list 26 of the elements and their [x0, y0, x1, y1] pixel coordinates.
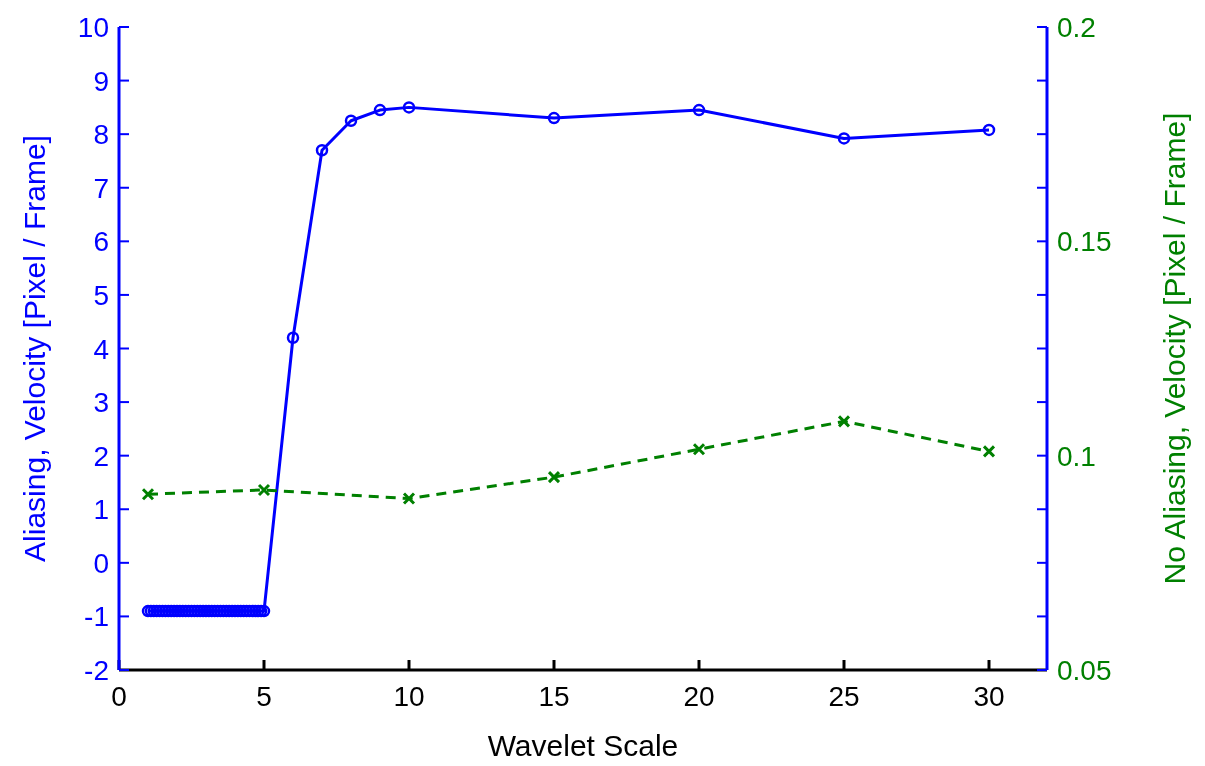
y-tick-label: 3 — [93, 387, 109, 419]
y-axis-title: Aliasing, Velocity [Pixel / Frame] — [18, 135, 51, 562]
y-tick-label: 9 — [93, 65, 109, 97]
y2-tick-label: 0.1 — [1057, 440, 1096, 472]
x-tick-label: 30 — [973, 681, 1005, 712]
y2-tick-label: 0.2 — [1057, 12, 1096, 43]
y-tick-label: 1 — [93, 494, 109, 526]
y2-tick-label: 0.05 — [1057, 655, 1112, 686]
x-tick-label: 20 — [683, 681, 715, 712]
y-tick-label: 0 — [93, 547, 109, 579]
x-tick-label: 25 — [828, 681, 860, 712]
y2-tick-label: 0.15 — [1057, 226, 1112, 258]
y-tick-label: 2 — [93, 440, 109, 472]
y-tick-label: 6 — [93, 226, 109, 258]
y-tick-label: 4 — [93, 333, 109, 365]
x-axis-title: Wavelet Scale — [487, 729, 679, 762]
y-tick-label: -2 — [84, 655, 109, 686]
y-tick-label: 7 — [93, 172, 109, 204]
y-tick-label: -1 — [84, 601, 109, 633]
y-tick-label: 5 — [93, 279, 109, 311]
y-tick-label: 10 — [77, 12, 109, 43]
x-tick-label: 15 — [538, 681, 570, 712]
x-tick-label: 10 — [393, 681, 425, 712]
x-tick-label: 5 — [256, 681, 272, 712]
y2-axis-title: No Aliasing, Velocity [Pixel / Frame] — [1158, 112, 1191, 585]
y-tick-label: 8 — [93, 119, 109, 151]
